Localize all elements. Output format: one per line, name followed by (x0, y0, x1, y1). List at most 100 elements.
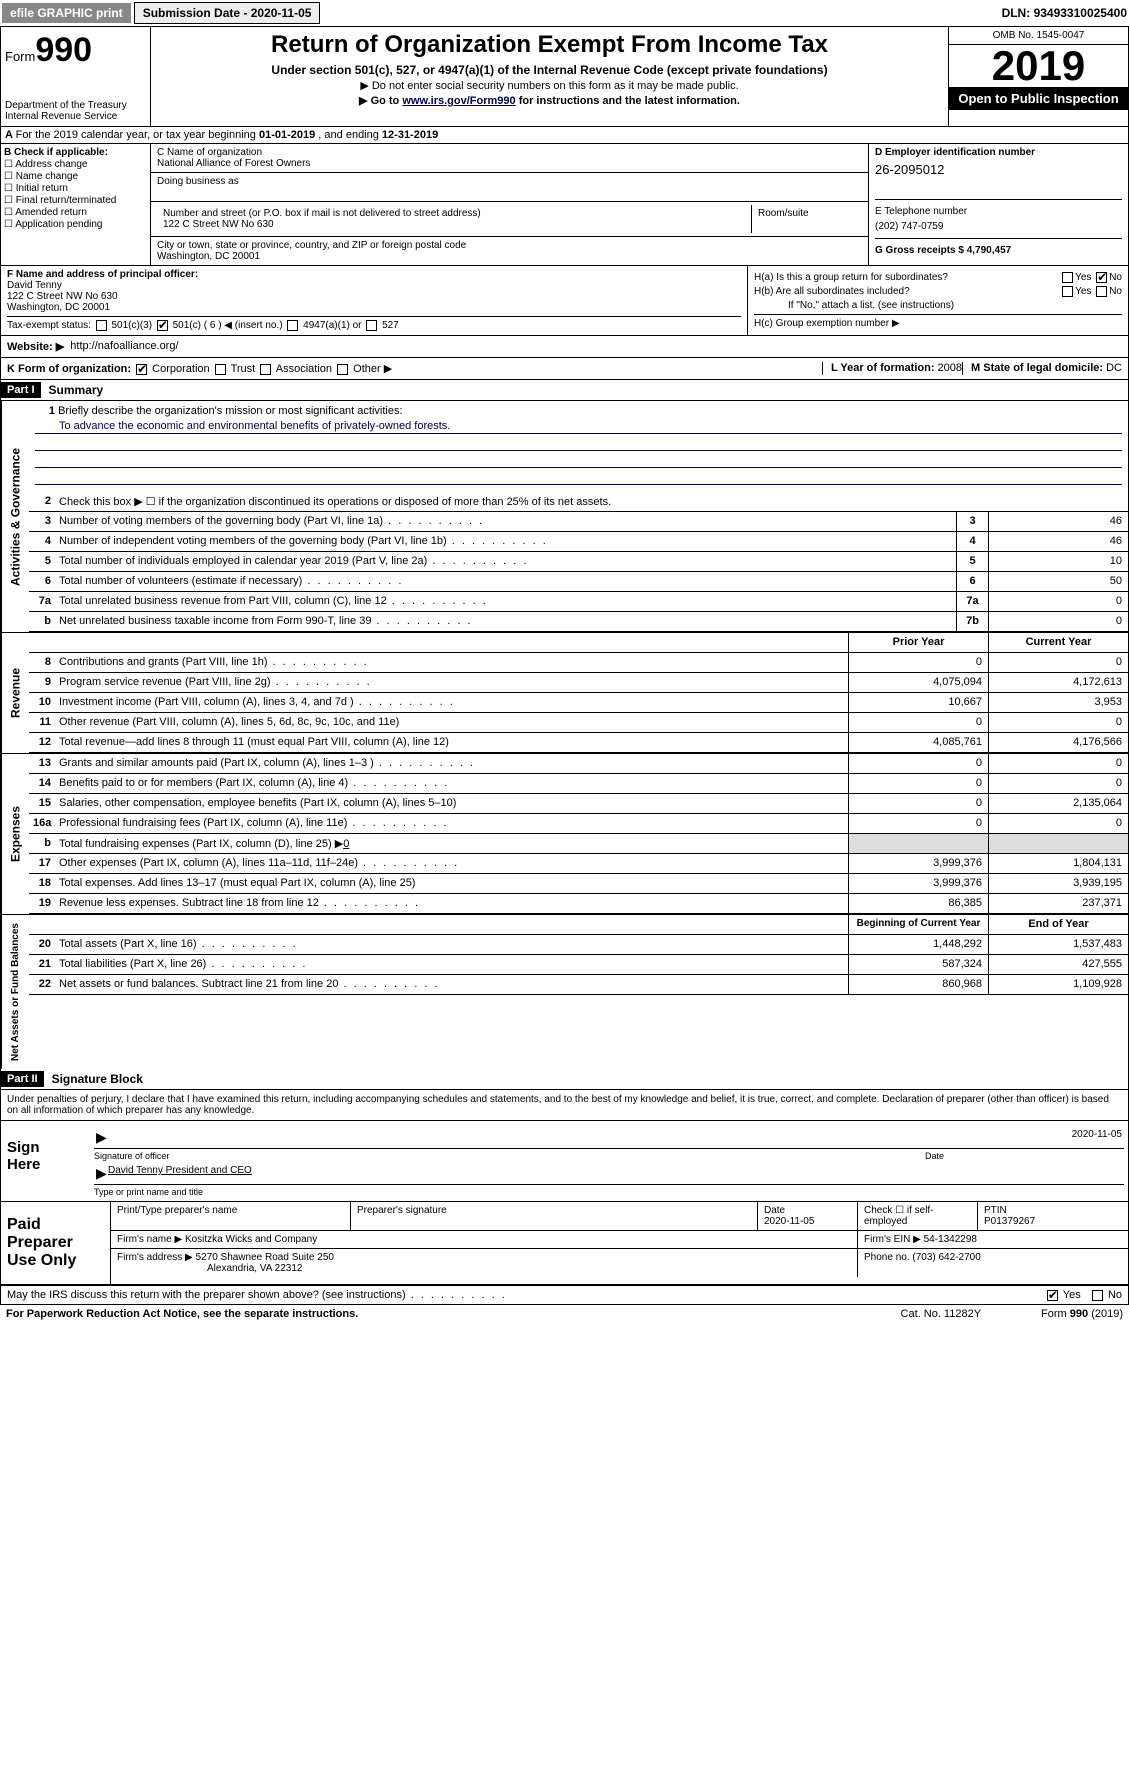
sign-here-label: Sign Here (1, 1121, 76, 1201)
tax-exempt-label: Tax-exempt status: (7, 320, 91, 331)
city-state-zip: Washington, DC 20001 (157, 251, 862, 262)
year-formation: L Year of formation: 2008 (822, 362, 962, 375)
l6: Total number of volunteers (estimate if … (55, 572, 956, 591)
k-other[interactable] (337, 364, 348, 375)
discuss-yes[interactable] (1047, 1290, 1058, 1301)
hb-yes[interactable] (1062, 286, 1073, 297)
hdr-prior: Prior Year (848, 633, 988, 652)
k-assoc[interactable] (260, 364, 271, 375)
submission-date: Submission Date - 2020-11-05 (134, 2, 321, 24)
dba-label: Doing business as (157, 176, 862, 187)
l5-val: 10 (988, 552, 1128, 571)
l13: Grants and similar amounts paid (Part IX… (55, 754, 848, 773)
state-domicile: M State of legal domicile: DC (962, 362, 1122, 375)
l18: Total expenses. Add lines 13–17 (must eq… (55, 874, 848, 893)
open-public: Open to Public Inspection (949, 87, 1128, 110)
l7b: Net unrelated business taxable income fr… (55, 612, 956, 631)
ein-value: 26-2095012 (875, 162, 1122, 177)
dept-treasury: Department of the Treasury Internal Reve… (5, 100, 146, 122)
l20: Total assets (Part X, line 16) (55, 935, 848, 954)
l7a-val: 0 (988, 592, 1128, 611)
chk-501c[interactable] (157, 320, 168, 331)
l19: Revenue less expenses. Subtract line 18 … (55, 894, 848, 913)
side-netassets: Net Assets or Fund Balances (1, 915, 29, 1069)
part1-header: Part I (1, 382, 41, 398)
l9: Program service revenue (Part VIII, line… (55, 673, 848, 692)
discuss-no[interactable] (1092, 1290, 1103, 1301)
discuss-text: May the IRS discuss this return with the… (7, 1289, 507, 1301)
website-link[interactable]: http://nafoalliance.org/ (70, 340, 178, 353)
chk-527[interactable] (366, 320, 377, 331)
h-b: H(b) Are all subordinates included? Yes … (754, 286, 1122, 297)
section-b-checkboxes: B Check if applicable: ☐ Address change … (1, 144, 151, 265)
l17: Other expenses (Part IX, column (A), lin… (55, 854, 848, 873)
street-address: 122 C Street NW No 630 (163, 219, 745, 230)
mission-text: To advance the economic and environmenta… (35, 420, 1122, 434)
perjury-text: Under penalties of perjury, I declare th… (1, 1090, 1128, 1121)
firm-address: Firm's address ▶ 5270 Shawnee Road Suite… (111, 1249, 858, 1277)
officer-label: F Name and address of principal officer: (7, 269, 741, 280)
ha-no[interactable] (1096, 272, 1107, 283)
l11: Other revenue (Part VIII, column (A), li… (55, 713, 848, 732)
prep-date: Date2020-11-05 (758, 1202, 858, 1230)
l8: Contributions and grants (Part VIII, lin… (55, 653, 848, 672)
ssn-note: ▶ Do not enter social security numbers o… (155, 79, 944, 92)
l21: Total liabilities (Part X, line 26) (55, 955, 848, 974)
l4: Number of independent voting members of … (55, 532, 956, 551)
prep-sig-hdr: Preparer's signature (351, 1202, 758, 1230)
firm-name: Firm's name ▶ Kositzka Wicks and Company (111, 1231, 858, 1248)
goto-note: ▶ Go to www.irs.gov/Form990 for instruct… (155, 94, 944, 107)
part2-header: Part II (1, 1071, 44, 1087)
officer-addr2: Washington, DC 20001 (7, 302, 741, 313)
prep-ptin: PTINP01379267 (978, 1202, 1128, 1230)
ha-yes[interactable] (1062, 272, 1073, 283)
l15: Salaries, other compensation, employee b… (55, 794, 848, 813)
officer-addr1: 122 C Street NW No 630 (7, 291, 741, 302)
city-label: City or town, state or province, country… (157, 240, 862, 251)
line-a-tax-year: A For the 2019 calendar year, or tax yea… (1, 127, 1128, 144)
form-subtitle: Under section 501(c), 527, or 4947(a)(1)… (155, 63, 944, 77)
firm-ein: Firm's EIN ▶ 54-1342298 (858, 1231, 1128, 1248)
website-label: Website: ▶ (7, 340, 64, 353)
l7a: Total unrelated business revenue from Pa… (55, 592, 956, 611)
irs-link[interactable]: www.irs.gov/Form990 (402, 95, 515, 107)
chk-4947[interactable] (287, 320, 298, 331)
hb-no[interactable] (1096, 286, 1107, 297)
gross-receipts: G Gross receipts $ 4,790,457 (875, 245, 1011, 256)
sign-date: 2020-11-05 (1072, 1129, 1122, 1146)
firm-phone: Phone no. (703) 642-2700 (858, 1249, 1128, 1277)
phone-label: E Telephone number (875, 206, 1122, 217)
h-b2: If "No," attach a list. (see instruction… (754, 300, 1122, 311)
l3: Number of voting members of the governin… (55, 512, 956, 531)
form-title: Return of Organization Exempt From Incom… (155, 31, 944, 59)
l3-val: 46 (988, 512, 1128, 531)
h-a: H(a) Is this a group return for subordin… (754, 272, 1122, 283)
l12: Total revenue—add lines 8 through 11 (mu… (55, 733, 848, 752)
efile-header-bar: efile GRAPHIC print Submission Date - 20… (0, 0, 1129, 26)
l10: Investment income (Part VIII, column (A)… (55, 693, 848, 712)
cat-number: Cat. No. 11282Y (901, 1308, 982, 1320)
officer-name-title: David Tenny President and CEO (108, 1165, 252, 1182)
paid-preparer-label: Paid Preparer Use Only (1, 1202, 111, 1284)
prep-name-hdr: Print/Type preparer's name (111, 1202, 351, 1230)
l6-val: 50 (988, 572, 1128, 591)
l16a: Professional fundraising fees (Part IX, … (55, 814, 848, 833)
l16b: Total fundraising expenses (Part IX, col… (55, 834, 848, 853)
paperwork-notice: For Paperwork Reduction Act Notice, see … (6, 1308, 358, 1320)
chk-501c3[interactable] (96, 320, 107, 331)
org-name: National Alliance of Forest Owners (157, 158, 862, 169)
l22: Net assets or fund balances. Subtract li… (55, 975, 848, 994)
l2: Check this box ▶ ☐ if the organization d… (55, 492, 1128, 511)
ein-label: D Employer identification number (875, 147, 1035, 158)
l7b-val: 0 (988, 612, 1128, 631)
room-suite-label: Room/suite (752, 205, 862, 233)
k-corp[interactable] (136, 364, 147, 375)
l14: Benefits paid to or for members (Part IX… (55, 774, 848, 793)
dln: DLN: 93493310025400 (1002, 6, 1127, 20)
hdr-beg: Beginning of Current Year (848, 915, 988, 934)
k-trust[interactable] (215, 364, 226, 375)
efile-label: efile GRAPHIC print (2, 3, 131, 23)
k-label: K Form of organization: (7, 363, 131, 375)
tax-year: 2019 (949, 45, 1128, 87)
l4-val: 46 (988, 532, 1128, 551)
